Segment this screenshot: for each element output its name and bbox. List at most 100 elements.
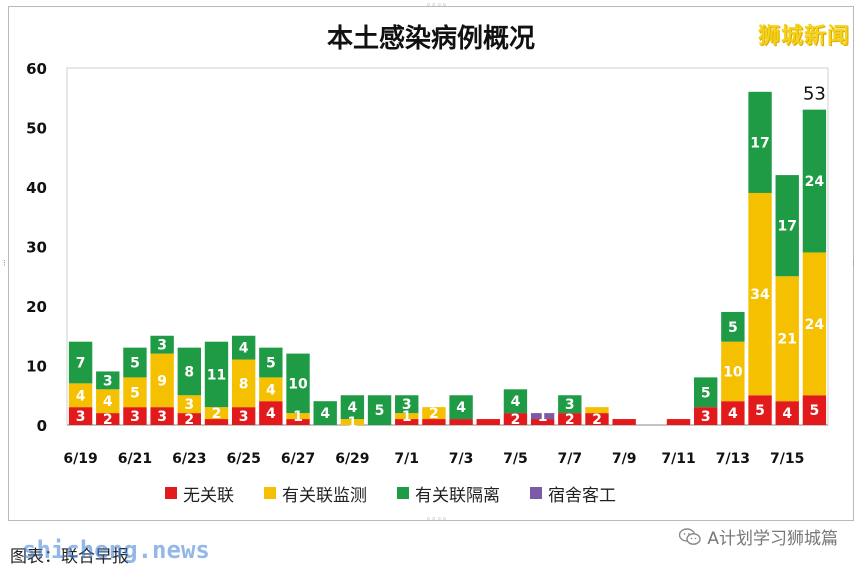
- bar-segment: [449, 419, 473, 425]
- bar-segment: [530, 419, 555, 425]
- legend-label-dorm-workers: 宿舍客工: [548, 485, 616, 506]
- bar-segment: [68, 407, 93, 425]
- x-tick-label: 6/27: [281, 451, 315, 467]
- y-tick-label: 40: [26, 179, 47, 197]
- total-annotation: 53: [803, 84, 826, 105]
- bar-segment: [68, 383, 93, 408]
- x-tick-label: 6/29: [335, 451, 369, 467]
- bar-segment: [503, 389, 528, 414]
- x-tick-label: 7/11: [661, 451, 695, 467]
- bar-segment: [503, 413, 528, 425]
- bar-segment: [313, 401, 337, 425]
- bar-segment: [775, 175, 799, 277]
- data-label: 3: [103, 373, 113, 389]
- legend-label-unlinked: 无关联: [183, 485, 234, 506]
- resize-handle-top[interactable]: ◦◦◦◦: [426, 1, 448, 11]
- bar-segment: [231, 407, 256, 425]
- bar-segment: [802, 109, 827, 253]
- bar-segment: [96, 371, 120, 390]
- y-tick-label: 50: [26, 120, 47, 138]
- bar-segment: [694, 407, 718, 425]
- bar-segment: [340, 395, 365, 420]
- x-tick-label: 7/13: [716, 451, 750, 467]
- resize-handle-bottom[interactable]: ◦◦◦◦: [426, 515, 448, 525]
- bar-segment: [68, 341, 93, 384]
- bar-segment: [204, 407, 229, 420]
- stacked-bar-chart: 0 10 20 30 40 50 60 6/19 6/21 6/23 6/25 6/27 6/29 7/1…: [26, 60, 829, 467]
- data-label: 5: [130, 385, 140, 401]
- legend-swatch-linked-quarantined: [397, 487, 409, 499]
- bar-segment: [177, 395, 201, 414]
- bar-segment: [694, 377, 718, 408]
- data-label: 4: [320, 406, 330, 422]
- bar-segment: [231, 359, 256, 408]
- data-label: 11: [207, 367, 226, 383]
- data-label: 5: [810, 403, 820, 419]
- data-label: 10: [288, 376, 308, 392]
- bar-segment: [422, 407, 446, 420]
- bar-segment: [96, 389, 120, 414]
- chart-legend: 无关联 有关联监测 有关联隔离 宿舍客工: [165, 481, 616, 506]
- data-label: 3: [157, 409, 167, 425]
- data-label: 4: [103, 394, 113, 410]
- chart-title: 本土感染病例概况: [326, 24, 535, 54]
- wechat-icon: [679, 527, 702, 545]
- data-label: 3: [402, 397, 412, 413]
- data-label: 5: [701, 385, 711, 401]
- data-label: 8: [239, 376, 249, 392]
- data-label: 5: [375, 403, 385, 419]
- x-tick-label: 6/21: [118, 451, 152, 467]
- bar-segment: [612, 419, 636, 425]
- x-tick-label: 6/23: [172, 451, 206, 467]
- bar-segment: [231, 335, 256, 360]
- y-tick-label: 0: [37, 417, 47, 435]
- resize-handle-left[interactable]: ⁝: [3, 259, 6, 269]
- legend-swatch-unlinked: [165, 487, 177, 499]
- x-tick-label: 7/7: [557, 451, 582, 467]
- bar-segment: [422, 419, 446, 425]
- data-label: 4: [456, 400, 466, 416]
- data-label: 9: [157, 373, 167, 389]
- data-label: 2: [184, 412, 194, 428]
- bar-segment: [123, 407, 147, 425]
- data-label: 3: [157, 338, 167, 354]
- legend-swatch-dorm-workers: [530, 487, 542, 499]
- bar-segment: [395, 419, 419, 425]
- data-label: 2: [103, 412, 113, 428]
- data-label: 2: [511, 412, 521, 428]
- bar-segment: [748, 91, 772, 193]
- y-tick-label: 20: [26, 298, 47, 316]
- resize-handle-right[interactable]: ⁝: [852, 259, 855, 269]
- bar-segment: [96, 413, 120, 425]
- legend-item-linked-monitored: 有关联监测: [264, 481, 367, 506]
- y-tick-label: 10: [26, 358, 47, 376]
- site-watermark: shicheng.news: [22, 536, 210, 564]
- x-tick-label: 7/3: [449, 451, 474, 467]
- data-label: 1: [402, 409, 412, 425]
- bar-segment: [259, 401, 283, 425]
- data-label: 8: [184, 364, 194, 380]
- y-tick-label: 30: [26, 239, 47, 257]
- data-label: 4: [239, 341, 249, 357]
- bar-segment: [286, 353, 310, 414]
- data-label: 4: [266, 406, 276, 422]
- data-label: 17: [750, 135, 769, 151]
- data-label: 4: [348, 400, 358, 416]
- legend-label-linked-monitored: 有关联监测: [282, 485, 367, 506]
- data-label: 3: [184, 397, 194, 413]
- data-label: 1: [538, 409, 548, 425]
- bar-segment: [721, 401, 745, 425]
- legend-item-dorm-workers: 宿舍客工: [530, 481, 616, 506]
- figure-caption: 图表：联合早报: [10, 547, 129, 567]
- bar-segment: [802, 252, 827, 396]
- data-label: 2: [565, 412, 575, 428]
- bar-segment: [259, 347, 283, 378]
- x-tick-label: 6/19: [63, 451, 97, 467]
- wechat-account-name: A计划学习狮城篇: [707, 529, 838, 549]
- bar-segment: [449, 395, 473, 420]
- chart-frame: [8, 6, 854, 521]
- bar-segment: [476, 419, 500, 425]
- bar-segment: [721, 341, 745, 402]
- bar-segment: [177, 347, 201, 396]
- bar-segment: [775, 276, 799, 402]
